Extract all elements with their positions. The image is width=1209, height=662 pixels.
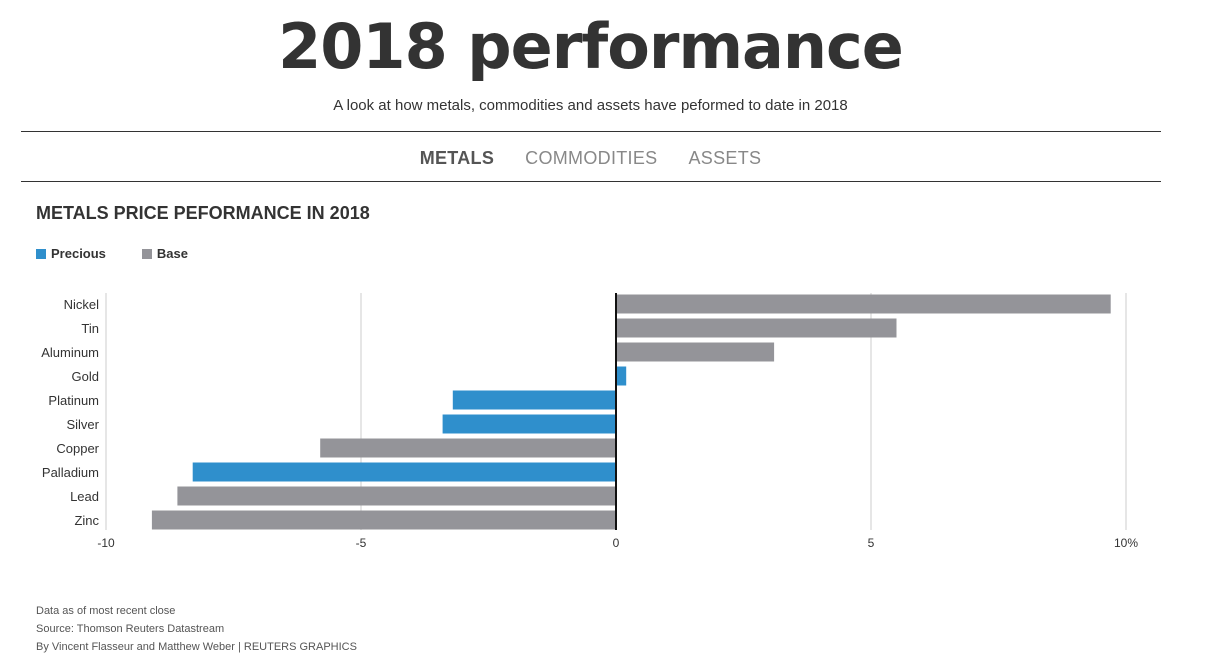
legend-item-base: Base [141, 246, 188, 261]
page-subtitle: A look at how metals, commodities and as… [333, 97, 848, 114]
top-divider [21, 131, 1161, 132]
x-tick-label-3: 5 [868, 536, 875, 550]
legend-item-precious: Precious [36, 246, 106, 261]
bar-aluminum [616, 342, 775, 362]
footnotes: Data as of most recent close Source: Tho… [36, 602, 357, 656]
bottom-divider [21, 181, 1161, 182]
legend-swatch-base [141, 248, 152, 259]
category-label-nickel: Nickel [64, 297, 100, 312]
bar-platinum [452, 390, 616, 410]
page-title: 2018 performance [278, 10, 904, 83]
legend-label-precious: Precious [51, 246, 106, 261]
x-tick-label-4: 10% [1114, 536, 1138, 550]
tab-metals[interactable]: METALS [419, 148, 495, 168]
category-label-copper: Copper [56, 441, 99, 456]
category-label-aluminum: Aluminum [41, 345, 99, 360]
x-tick-label-0: -10 [97, 536, 115, 550]
category-label-gold: Gold [72, 369, 99, 384]
bar-silver [442, 414, 616, 434]
footnote-source: Source: Thomson Reuters Datastream [36, 623, 225, 635]
x-tick-label-1: -5 [356, 536, 367, 550]
legend-label-base: Base [156, 246, 188, 261]
bar-tin [616, 318, 897, 338]
category-label-silver: Silver [66, 417, 99, 432]
bar-nickel [616, 294, 1111, 314]
category-label-lead: Lead [70, 489, 99, 504]
bar-palladium [192, 462, 616, 482]
bar-gold [616, 366, 627, 386]
category-label-palladium: Palladium [42, 465, 99, 480]
category-label-platinum: Platinum [48, 393, 99, 408]
footnote-data-note: Data as of most recent close [36, 605, 176, 617]
bar-zinc [151, 510, 616, 530]
x-tick-label-2: 0 [613, 536, 620, 550]
footnote-credit: By Vincent Flasseur and Matthew Weber | … [36, 641, 357, 653]
legend-swatch-precious [36, 248, 46, 259]
tab-assets[interactable]: ASSETS [688, 148, 762, 168]
category-label-tin: Tin [81, 321, 99, 336]
category-tabs: METALS COMMODITIES ASSETS [0, 146, 1181, 170]
chart-title: METALS PRICE PEFORMANCE IN 2018 [36, 203, 370, 223]
tab-commodities[interactable]: COMMODITIES [525, 148, 658, 168]
bar-lead [177, 486, 616, 506]
chart-legend: Precious Base [36, 246, 188, 261]
category-label-zinc: Zinc [74, 513, 99, 528]
bar-copper [320, 438, 616, 458]
